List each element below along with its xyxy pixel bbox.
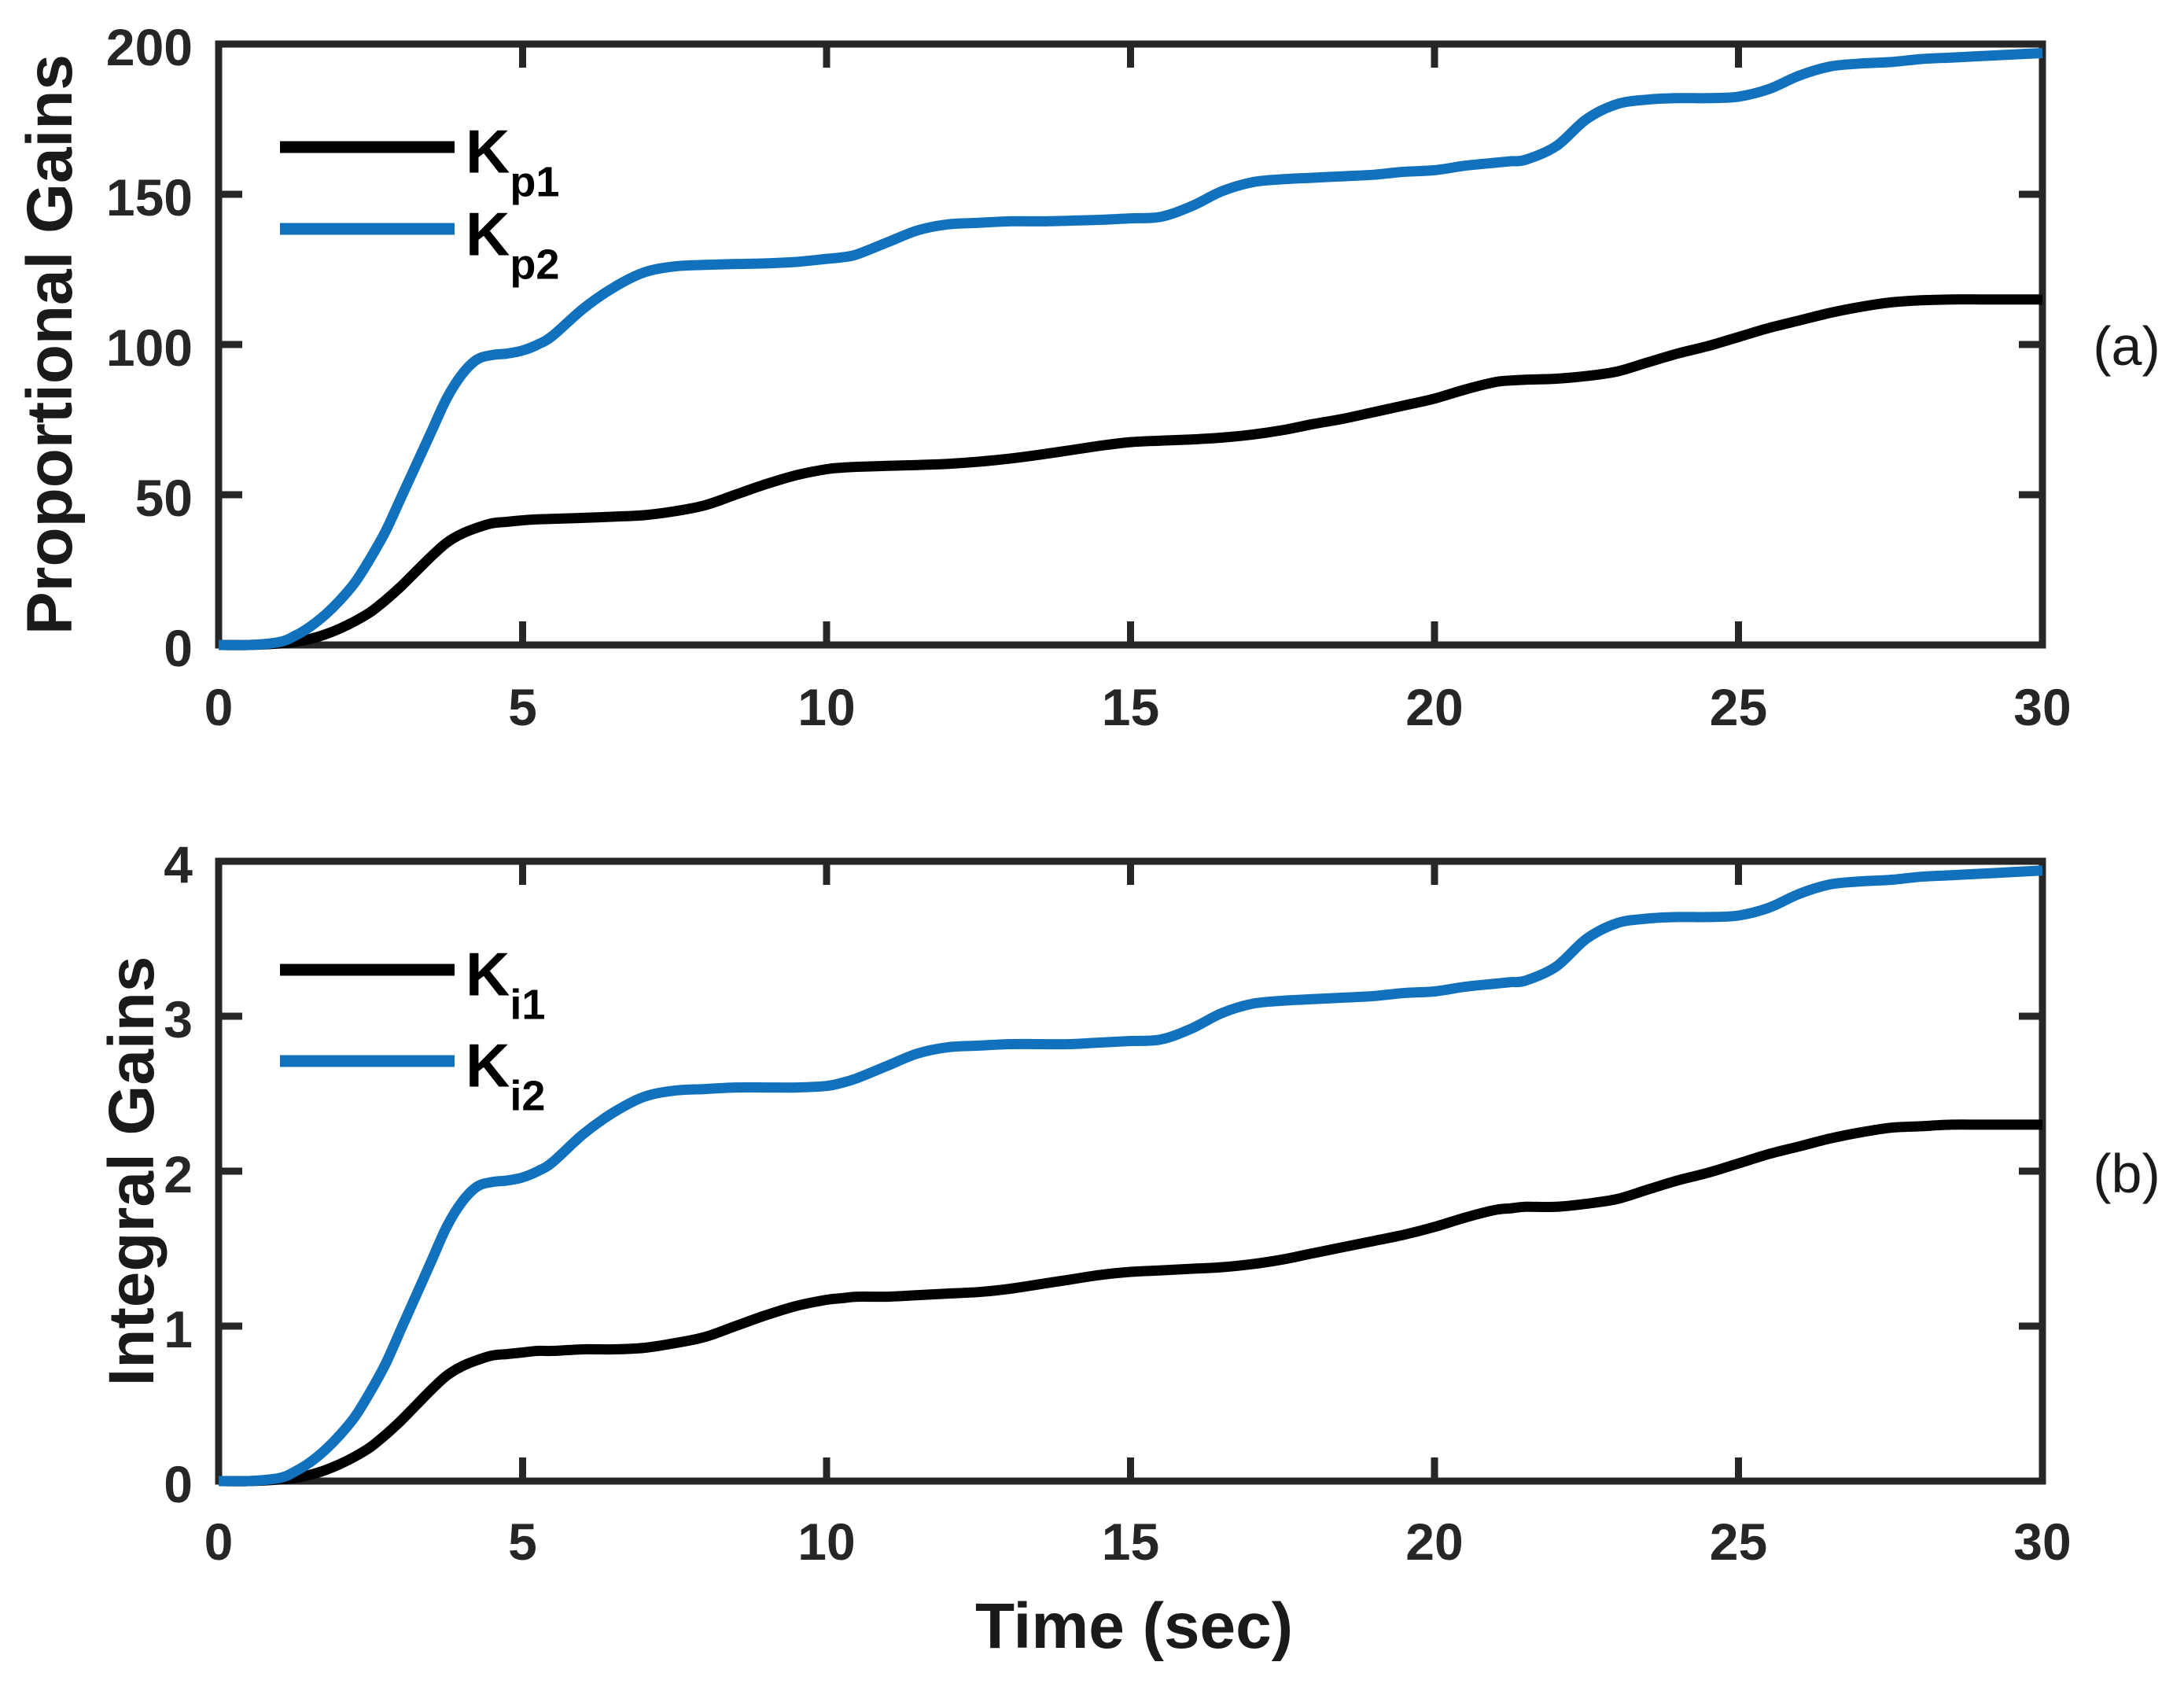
legend-label-ki1: Ki1 [466, 944, 545, 1026]
legend-label-kp1-main: K [466, 116, 510, 186]
y-tick-label: 0 [164, 1455, 193, 1513]
x-tick-label: 20 [1405, 678, 1463, 736]
y-tick-label: 200 [106, 18, 193, 76]
y-tick-label: 3 [164, 990, 193, 1048]
y-tick-label: 1 [164, 1300, 193, 1358]
x-tick-label: 10 [797, 678, 855, 736]
legend-label-ki2: Ki2 [466, 1035, 545, 1118]
y-tick-label: 4 [164, 835, 193, 894]
legend-label-kp1: Kp1 [466, 121, 559, 204]
legend-label-kp2: Kp2 [466, 204, 559, 286]
x-tick-label: 10 [797, 1513, 855, 1571]
y-tick-label: 2 [164, 1145, 193, 1203]
legend-label-ki1-sub: i1 [510, 981, 546, 1029]
y-tick-label: 0 [164, 619, 193, 677]
legend-label-kp2-sub: p2 [510, 241, 560, 289]
x-axis-label-time: Time (sec) [974, 1590, 1294, 1662]
legend-label-kp2-main: K [466, 199, 510, 269]
legend-label-ki2-sub: i2 [510, 1072, 546, 1120]
series-curve-Ki1 [218, 1119, 2042, 1487]
y-tick-label: 50 [135, 469, 193, 527]
y-tick-label: 150 [106, 168, 193, 227]
subplot-b: 0 5 10 15 20 25 30 0 1 2 3 4 [164, 835, 2071, 1571]
x-tick-label: 0 [204, 1513, 234, 1571]
x-tick-label: 15 [1102, 678, 1159, 736]
panel-label-a: (a) [2093, 315, 2160, 377]
x-tick-label: 5 [508, 678, 537, 736]
legend-label-ki2-main: K [466, 1030, 510, 1100]
y-tick-label: 100 [106, 319, 193, 377]
legend-label-ki1-main: K [466, 939, 510, 1009]
x-tick-label: 5 [508, 1513, 537, 1571]
y-axis-label-integral-gains: Integral Gains [96, 956, 168, 1387]
x-tick-label: 0 [204, 678, 234, 736]
x-tick-label: 30 [2013, 678, 2071, 736]
x-tick-label: 30 [2013, 1513, 2071, 1571]
series-curve-Kp1 [218, 294, 2042, 650]
x-tick-label: 20 [1405, 1513, 1463, 1571]
legend-label-kp1-sub: p1 [510, 158, 560, 206]
subplot-a: 0 5 10 15 20 25 30 0 50 100 150 200 [106, 18, 2072, 736]
series-curve-Kp2 [218, 48, 2043, 650]
panel-label-b: (b) [2093, 1143, 2160, 1204]
x-tick-label: 15 [1102, 1513, 1159, 1571]
x-tick-label: 25 [1710, 1513, 1767, 1571]
y-axis-label-proportional-gains: Proportional Gains [14, 53, 86, 636]
series-curve-Ki2 [218, 865, 2043, 1487]
x-tick-label: 25 [1710, 678, 1767, 736]
